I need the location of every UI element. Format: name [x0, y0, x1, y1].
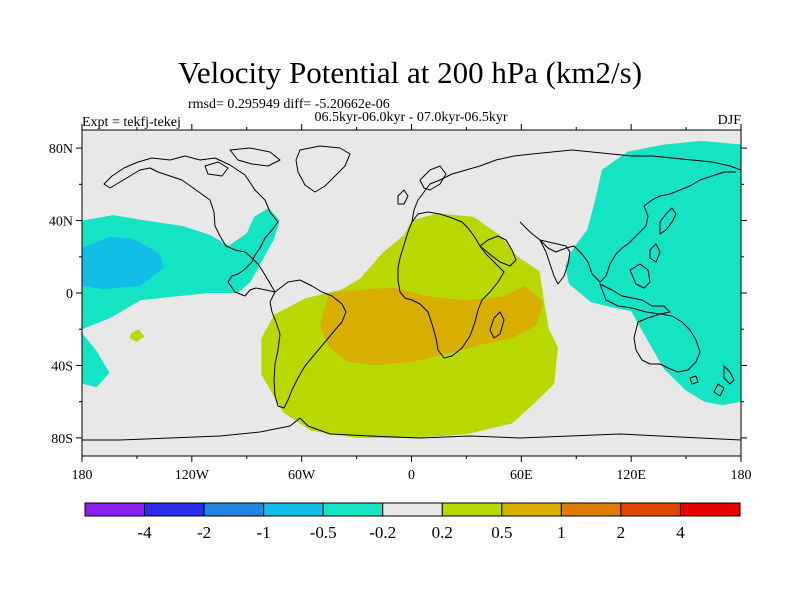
region-n-pacific-negative [82, 207, 280, 330]
colorbar-swatch [263, 502, 324, 517]
colorbar-swatch [679, 502, 741, 517]
colorbar-swatch [203, 502, 265, 517]
region-s-pacific-negative [82, 332, 110, 388]
y-tick-label: 40N [49, 215, 73, 230]
y-tick-label: 40S [51, 359, 73, 374]
coastline-greenland [295, 145, 351, 193]
colorbar-label: 0.5 [491, 523, 512, 542]
chart-title: Velocity Potential at 200 hPa (km2/s) [178, 55, 642, 90]
x-tick-label: 120E [616, 468, 646, 483]
periods-label: 06.5kyr-06.0kyr - 07.0kyr-06.5kyr [314, 110, 507, 125]
x-tick-label: 180 [72, 468, 93, 483]
coastline-arabia-india [479, 235, 571, 285]
coastline-se-asia-islands [599, 243, 671, 315]
coastline-australia [633, 313, 701, 385]
x-tick-label: 0 [408, 468, 415, 483]
y-tick-label: 80N [49, 142, 73, 157]
region-south-atlantic-indian-core [320, 285, 544, 366]
colorbar-swatch [560, 502, 622, 517]
colorbar-swatch [322, 502, 384, 517]
x-tick-label: 180 [731, 468, 752, 483]
x-tick-label: 60E [510, 468, 533, 483]
y-axis: 80N 40N 0 40S 80S [49, 142, 747, 447]
colorbar-swatch [382, 502, 443, 517]
colorbar: -4 -2 -1 -0.5 -0.2 0.2 0.5 1 2 4 [84, 502, 741, 542]
colorbar-label: -0.5 [310, 523, 337, 542]
coastline-arctic-islands [204, 147, 281, 177]
colorbar-swatch [144, 502, 205, 517]
colorbar-label: 1 [557, 523, 566, 542]
coastline-antarctica [82, 417, 741, 441]
coastline-south-america [269, 279, 347, 409]
coastline-northern-europe [397, 165, 447, 205]
colorbar-label: -1 [257, 523, 271, 542]
coastline-japan [659, 207, 677, 235]
colorbar-label: 2 [617, 523, 626, 542]
stats-label: rmsd= 0.295949 diff= -5.20662e-06 [188, 97, 390, 112]
colorbar-label: -4 [137, 523, 152, 542]
colorbar-swatch [84, 502, 146, 517]
colorbar-label: 4 [676, 523, 685, 542]
colorbar-swatch [620, 502, 681, 517]
experiment-label: Expt = tekfj-tekej [82, 115, 181, 130]
x-axis: 180 120W 60W 0 60E 120E 180 [72, 124, 752, 483]
coastline-eurasia-africa [397, 149, 741, 359]
coastline-madagascar [489, 311, 505, 339]
coastline-north-america [103, 155, 279, 297]
contour-fill-layer [82, 140, 741, 438]
colorbar-label: -0.2 [369, 523, 396, 542]
y-tick-label: 80S [51, 432, 73, 447]
region-asia-pacific-negative [565, 140, 741, 406]
region-n-pacific-core [82, 236, 165, 290]
colorbar-swatch [441, 502, 503, 517]
x-tick-label: 120W [175, 468, 210, 483]
colorbar-swatch [501, 502, 562, 517]
coastline-layer [82, 145, 741, 441]
colorbar-label: 0.2 [432, 523, 453, 542]
y-tick-label: 0 [66, 287, 73, 302]
x-tick-label: 60W [288, 468, 316, 483]
coastline-new-zealand [713, 365, 735, 397]
colorbar-label: -2 [197, 523, 211, 542]
map-panel: 180 120W 60W 0 60E 120E 180 80N 40N 0 40S 80S [49, 124, 752, 483]
region-central-pacific-small-positive [129, 329, 145, 342]
season-label: DJF [718, 113, 742, 128]
